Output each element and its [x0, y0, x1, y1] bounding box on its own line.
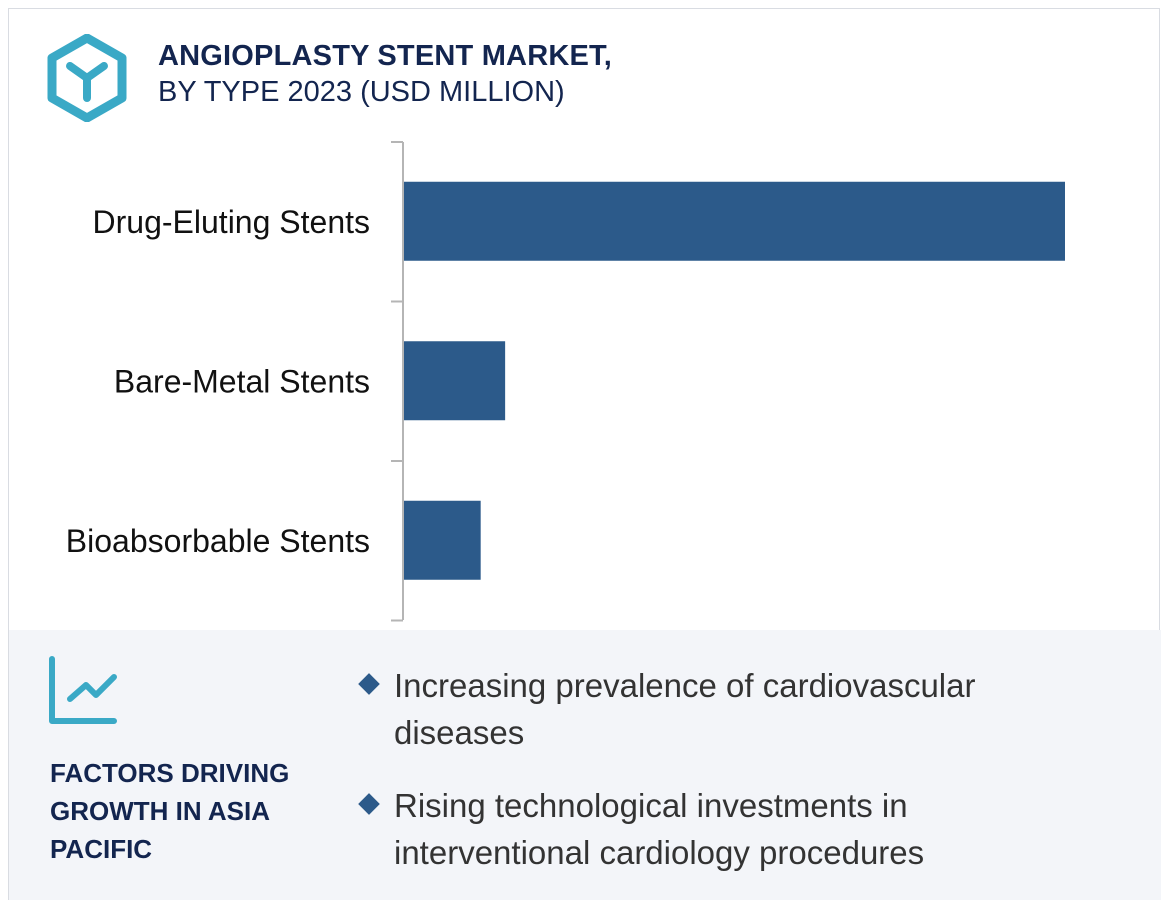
bar-chart: Drug-Eluting Stents Bare-Metal Stents Bioa…: [66, 141, 1065, 622]
factors-title: FACTORS DRIVING GROWTH IN ASIA PACIFIC: [50, 758, 290, 864]
bar-bioabsorbable-stents: [404, 500, 481, 580]
chart-title: ANGIOPLASTY STENT MARKET,: [158, 40, 612, 72]
category-label: Bare-Metal Stents: [114, 363, 370, 399]
bar-drug-eluting-stents: [404, 181, 1065, 261]
hexagon-y-logo-icon: [47, 34, 127, 122]
category-label: Drug-Eluting Stents: [93, 204, 370, 240]
factor-text: Increasing prevalence of cardiovascular …: [394, 667, 976, 751]
factors-panel: [9, 630, 1161, 900]
chart-subtitle: BY TYPE 2023 (USD MILLION): [158, 76, 565, 108]
category-label: Bioabsorbable Stents: [66, 523, 370, 559]
factor-item: Rising technological investments in inte…: [358, 782, 1060, 876]
factor-item: Increasing prevalence of cardiovascular …: [358, 662, 1060, 756]
line-chart-icon: [49, 656, 117, 724]
diamond-bullet-icon: [358, 793, 380, 815]
diamond-bullet-icon: [358, 673, 380, 695]
factor-text: Rising technological investments in inte…: [394, 787, 925, 871]
bar-bare-metal-stents: [404, 341, 506, 421]
